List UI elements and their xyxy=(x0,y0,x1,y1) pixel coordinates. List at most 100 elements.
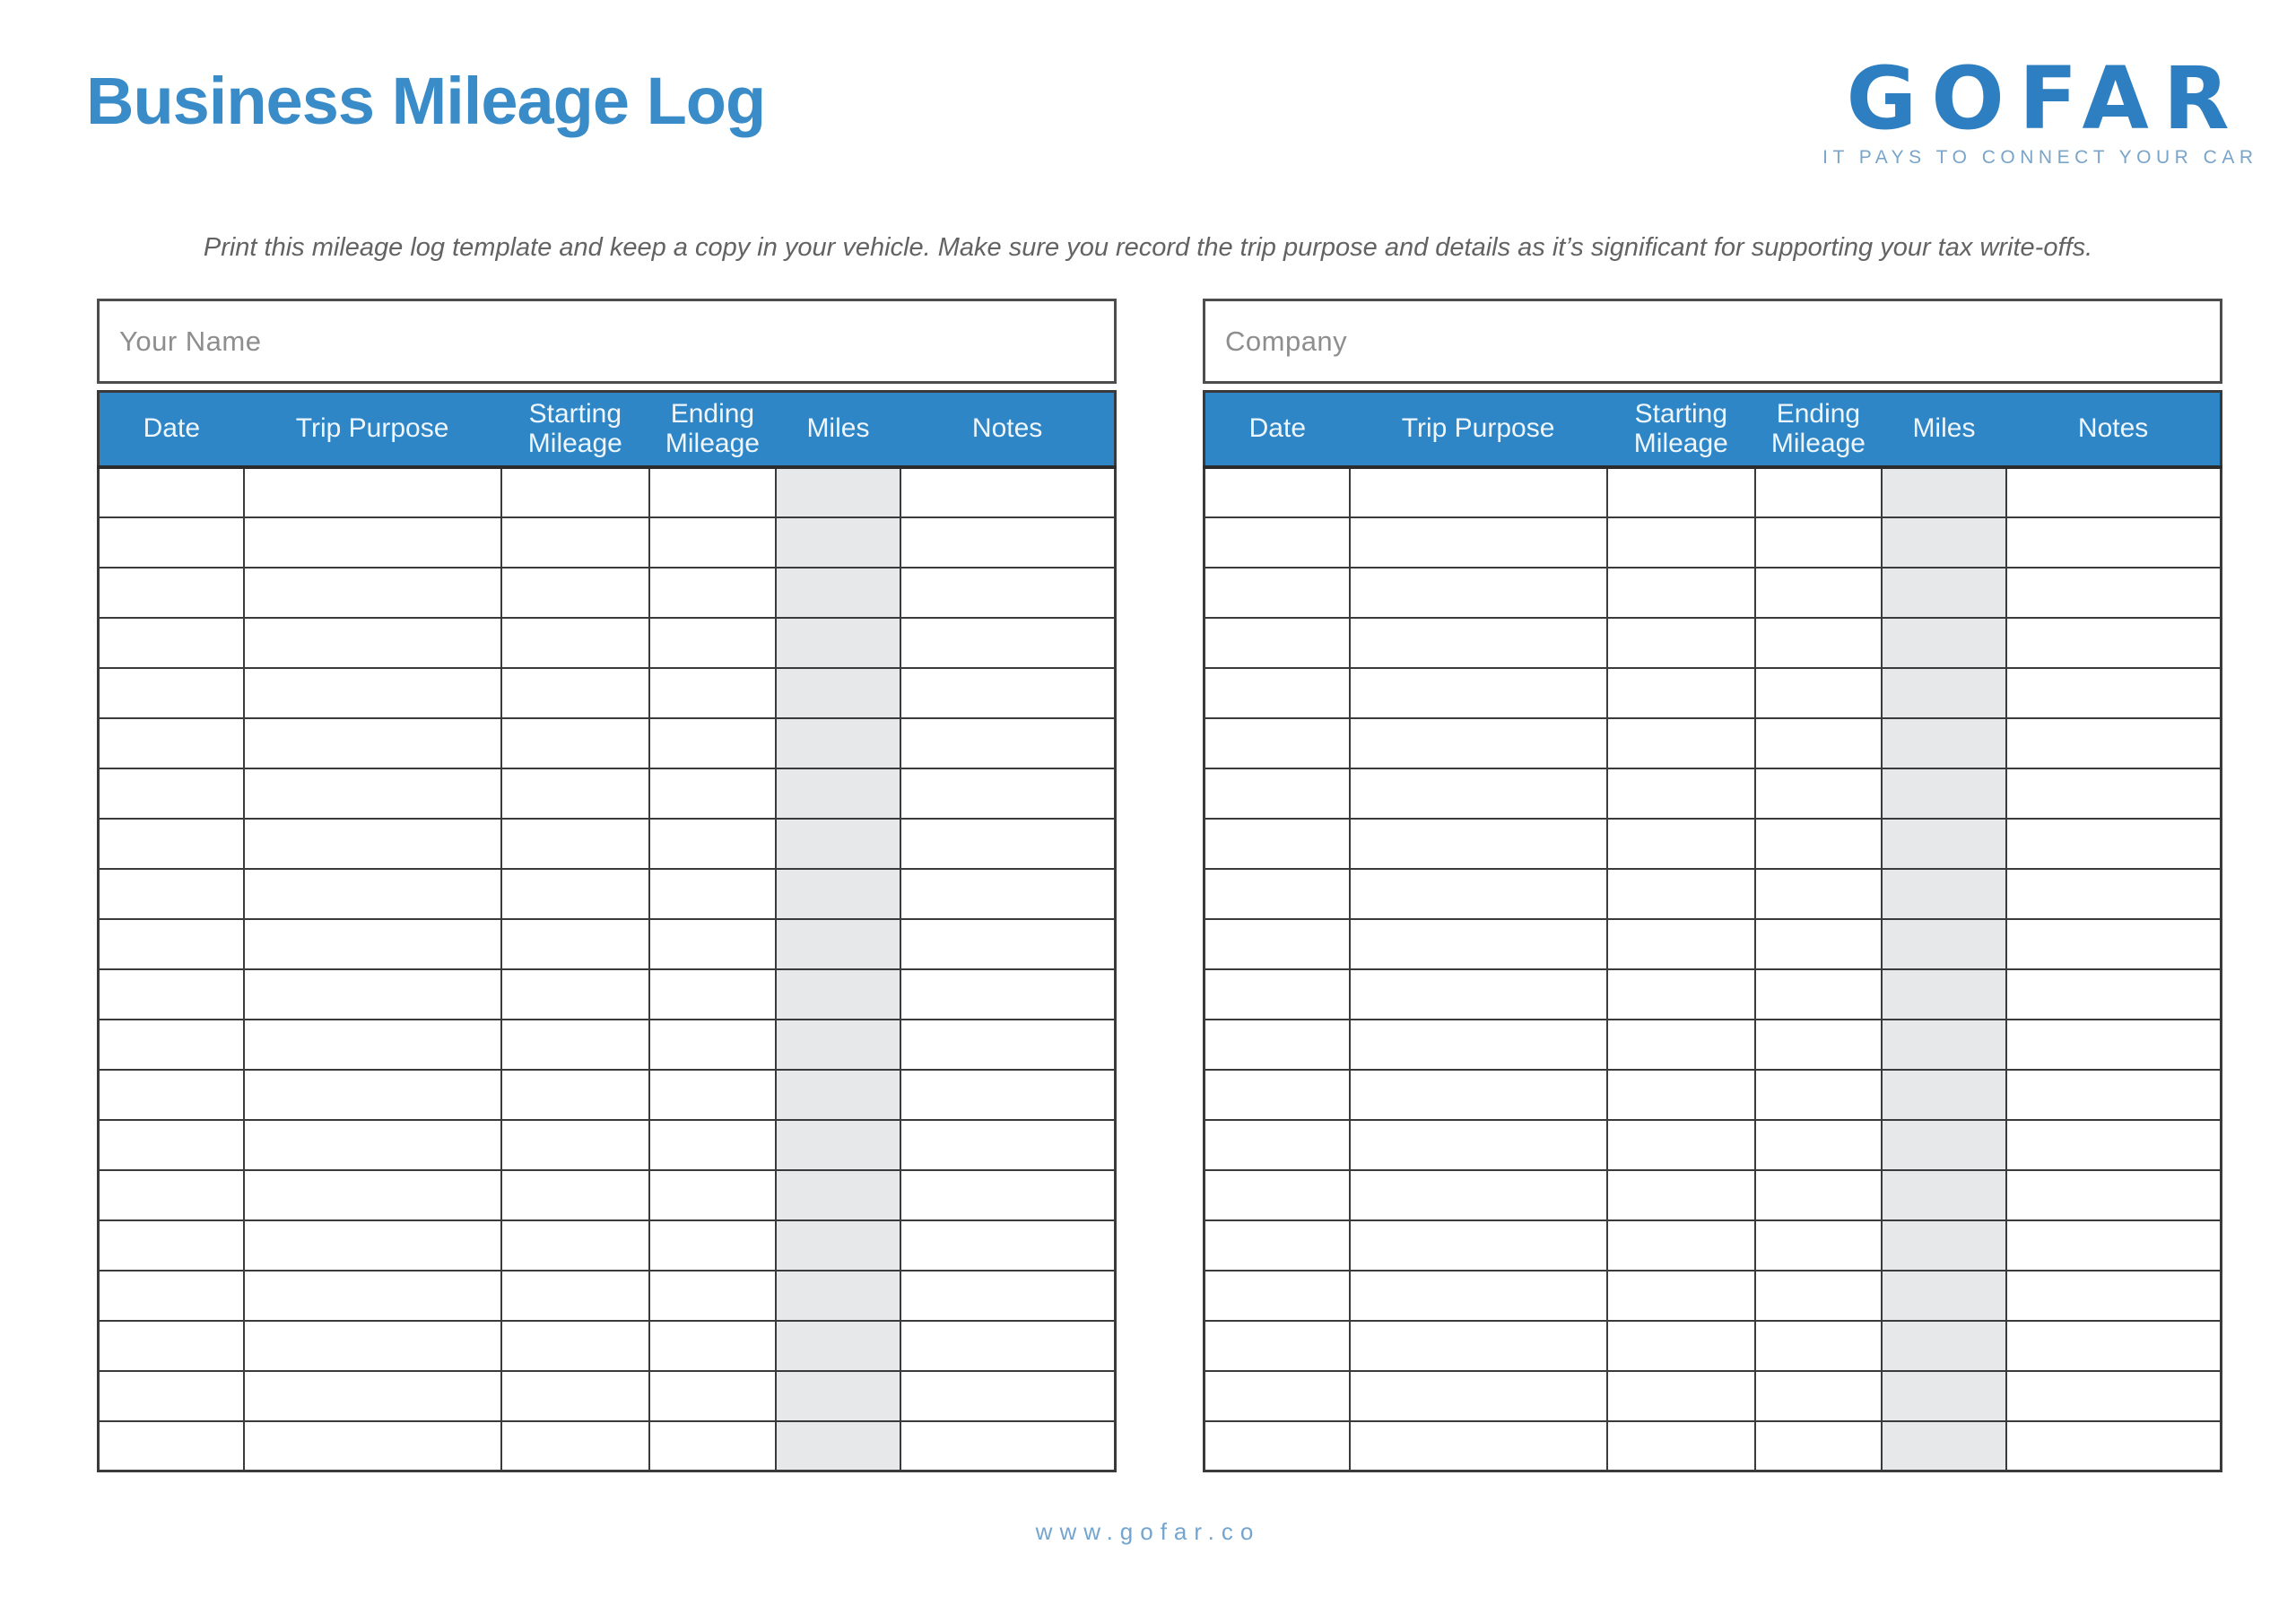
log-cell-miles[interactable] xyxy=(774,867,902,920)
log-cell-ending-mileage[interactable] xyxy=(1754,465,1883,518)
log-cell-notes[interactable] xyxy=(2005,1018,2222,1071)
log-cell-starting-mileage[interactable] xyxy=(500,968,651,1020)
log-cell-date[interactable] xyxy=(97,616,245,669)
log-cell-trip-purpose[interactable] xyxy=(1348,1419,1608,1472)
log-cell-notes[interactable] xyxy=(900,716,1117,769)
log-cell-date[interactable] xyxy=(97,1369,245,1422)
log-cell-miles[interactable] xyxy=(774,1269,902,1322)
log-cell-miles[interactable] xyxy=(774,1369,902,1422)
log-cell-date[interactable] xyxy=(1203,1319,1351,1372)
log-cell-ending-mileage[interactable] xyxy=(1754,867,1883,920)
log-cell-miles[interactable] xyxy=(1880,1219,2008,1271)
log-cell-miles[interactable] xyxy=(774,1319,902,1372)
log-cell-miles[interactable] xyxy=(1880,767,2008,820)
log-cell-date[interactable] xyxy=(97,767,245,820)
log-cell-starting-mileage[interactable] xyxy=(500,1319,651,1372)
log-cell-ending-mileage[interactable] xyxy=(648,666,777,719)
log-cell-ending-mileage[interactable] xyxy=(648,1068,777,1121)
log-cell-starting-mileage[interactable] xyxy=(1605,1419,1757,1472)
log-cell-starting-mileage[interactable] xyxy=(500,917,651,970)
log-cell-date[interactable] xyxy=(1203,1369,1351,1422)
log-cell-notes[interactable] xyxy=(2005,817,2222,870)
log-cell-trip-purpose[interactable] xyxy=(242,566,502,619)
log-cell-date[interactable] xyxy=(1203,1168,1351,1221)
log-cell-ending-mileage[interactable] xyxy=(648,1219,777,1271)
log-cell-ending-mileage[interactable] xyxy=(1754,1068,1883,1121)
log-cell-ending-mileage[interactable] xyxy=(1754,1118,1883,1171)
log-cell-ending-mileage[interactable] xyxy=(648,917,777,970)
log-cell-trip-purpose[interactable] xyxy=(242,1369,502,1422)
log-cell-ending-mileage[interactable] xyxy=(1754,1269,1883,1322)
log-cell-starting-mileage[interactable] xyxy=(1605,465,1757,518)
log-cell-notes[interactable] xyxy=(2005,465,2222,518)
log-cell-ending-mileage[interactable] xyxy=(648,1168,777,1221)
log-cell-date[interactable] xyxy=(1203,1068,1351,1121)
log-cell-starting-mileage[interactable] xyxy=(1605,917,1757,970)
log-cell-trip-purpose[interactable] xyxy=(1348,1118,1608,1171)
log-cell-trip-purpose[interactable] xyxy=(1348,1269,1608,1322)
log-cell-starting-mileage[interactable] xyxy=(1605,867,1757,920)
log-cell-date[interactable] xyxy=(97,566,245,619)
log-cell-starting-mileage[interactable] xyxy=(500,1269,651,1322)
log-cell-date[interactable] xyxy=(97,1419,245,1472)
log-cell-starting-mileage[interactable] xyxy=(1605,1118,1757,1171)
log-cell-date[interactable] xyxy=(97,666,245,719)
log-cell-miles[interactable] xyxy=(1880,867,2008,920)
log-cell-miles[interactable] xyxy=(774,1068,902,1121)
log-cell-notes[interactable] xyxy=(2005,1219,2222,1271)
log-cell-notes[interactable] xyxy=(2005,616,2222,669)
log-cell-ending-mileage[interactable] xyxy=(648,1269,777,1322)
footer-link[interactable]: www.gofar.co xyxy=(1035,1518,1261,1545)
log-cell-date[interactable] xyxy=(97,1068,245,1121)
log-cell-notes[interactable] xyxy=(900,1219,1117,1271)
log-cell-miles[interactable] xyxy=(774,968,902,1020)
log-cell-date[interactable] xyxy=(97,817,245,870)
log-cell-ending-mileage[interactable] xyxy=(648,1369,777,1422)
log-cell-starting-mileage[interactable] xyxy=(500,867,651,920)
log-cell-notes[interactable] xyxy=(2005,968,2222,1020)
log-cell-date[interactable] xyxy=(1203,817,1351,870)
log-cell-starting-mileage[interactable] xyxy=(500,1369,651,1422)
log-cell-notes[interactable] xyxy=(900,867,1117,920)
log-cell-ending-mileage[interactable] xyxy=(1754,1369,1883,1422)
log-cell-starting-mileage[interactable] xyxy=(1605,666,1757,719)
log-cell-starting-mileage[interactable] xyxy=(1605,1319,1757,1372)
log-cell-starting-mileage[interactable] xyxy=(1605,1269,1757,1322)
log-cell-notes[interactable] xyxy=(900,767,1117,820)
log-cell-starting-mileage[interactable] xyxy=(1605,716,1757,769)
log-cell-miles[interactable] xyxy=(1880,1369,2008,1422)
log-cell-starting-mileage[interactable] xyxy=(1605,616,1757,669)
log-cell-notes[interactable] xyxy=(2005,1269,2222,1322)
log-cell-starting-mileage[interactable] xyxy=(500,1219,651,1271)
log-cell-ending-mileage[interactable] xyxy=(648,616,777,669)
log-cell-miles[interactable] xyxy=(774,817,902,870)
log-cell-trip-purpose[interactable] xyxy=(242,817,502,870)
log-cell-starting-mileage[interactable] xyxy=(500,666,651,719)
log-cell-date[interactable] xyxy=(1203,1219,1351,1271)
log-cell-starting-mileage[interactable] xyxy=(1605,1018,1757,1071)
log-cell-starting-mileage[interactable] xyxy=(1605,1219,1757,1271)
log-cell-date[interactable] xyxy=(97,1219,245,1271)
log-cell-trip-purpose[interactable] xyxy=(1348,1369,1608,1422)
log-cell-trip-purpose[interactable] xyxy=(242,666,502,719)
log-cell-starting-mileage[interactable] xyxy=(1605,817,1757,870)
log-cell-miles[interactable] xyxy=(1880,968,2008,1020)
log-cell-miles[interactable] xyxy=(774,516,902,568)
log-cell-notes[interactable] xyxy=(2005,1319,2222,1372)
log-cell-date[interactable] xyxy=(97,1319,245,1372)
log-cell-trip-purpose[interactable] xyxy=(242,1269,502,1322)
log-cell-date[interactable] xyxy=(97,867,245,920)
log-cell-date[interactable] xyxy=(97,716,245,769)
log-cell-trip-purpose[interactable] xyxy=(1348,1219,1608,1271)
log-cell-ending-mileage[interactable] xyxy=(648,817,777,870)
log-cell-trip-purpose[interactable] xyxy=(242,1319,502,1372)
log-cell-starting-mileage[interactable] xyxy=(1605,1168,1757,1221)
log-cell-notes[interactable] xyxy=(2005,516,2222,568)
log-cell-date[interactable] xyxy=(97,917,245,970)
log-cell-trip-purpose[interactable] xyxy=(242,968,502,1020)
log-cell-miles[interactable] xyxy=(774,1168,902,1221)
log-cell-notes[interactable] xyxy=(900,1419,1117,1472)
log-cell-notes[interactable] xyxy=(2005,1168,2222,1221)
log-cell-ending-mileage[interactable] xyxy=(1754,1168,1883,1221)
log-cell-starting-mileage[interactable] xyxy=(500,1168,651,1221)
